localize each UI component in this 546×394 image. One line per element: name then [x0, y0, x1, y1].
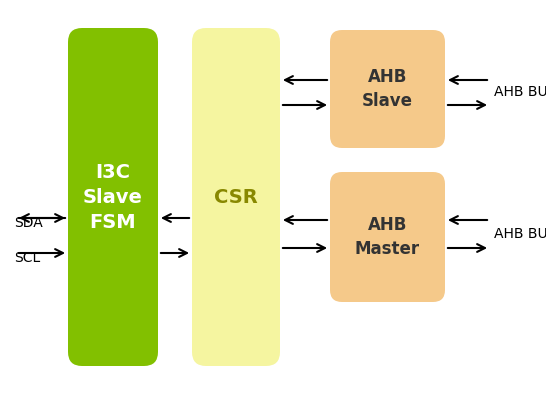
Text: SCL: SCL: [14, 251, 40, 265]
FancyBboxPatch shape: [330, 30, 445, 148]
FancyBboxPatch shape: [330, 172, 445, 302]
Text: AHB
Master: AHB Master: [355, 216, 420, 258]
FancyBboxPatch shape: [68, 28, 158, 366]
Text: AHB BUS: AHB BUS: [494, 85, 546, 99]
Text: SDA: SDA: [14, 216, 43, 230]
Text: AHB BUS: AHB BUS: [494, 227, 546, 241]
FancyBboxPatch shape: [192, 28, 280, 366]
Text: CSR: CSR: [214, 188, 258, 206]
Text: AHB
Slave: AHB Slave: [362, 68, 413, 110]
Text: I3C
Slave
FSM: I3C Slave FSM: [83, 162, 143, 232]
